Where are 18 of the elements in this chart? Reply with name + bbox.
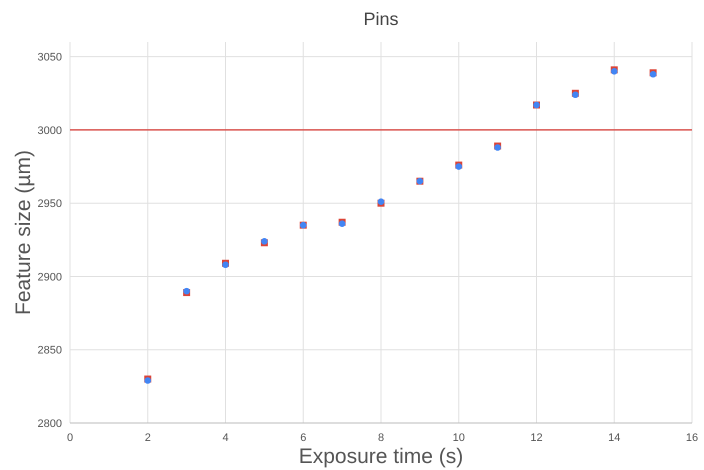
x-tick-label: 16 [686,432,698,444]
x-tick-label: 8 [378,432,384,444]
x-tick-label: 2 [144,432,151,444]
x-tick-label: 4 [222,432,229,444]
y-tick-label: 2800 [38,418,62,430]
y-tick-label: 3000 [38,124,62,137]
y-tick-label: 2900 [38,271,62,284]
x-axis-title: Exposure time (s) [298,445,464,468]
x-tick-label: 10 [452,432,465,444]
y-tick-label: 2950 [38,198,62,210]
x-tick-label: 0 [66,432,74,444]
y-tick-label: 2850 [38,344,62,357]
x-tick-label: 12 [530,432,543,444]
y-axis-title: Feature size (µm) [12,150,35,315]
x-tick-label: 14 [608,432,620,444]
chart-title: Pins [363,9,399,29]
y-tick-label: 3050 [38,52,62,64]
x-tick-label: 6 [300,432,306,444]
